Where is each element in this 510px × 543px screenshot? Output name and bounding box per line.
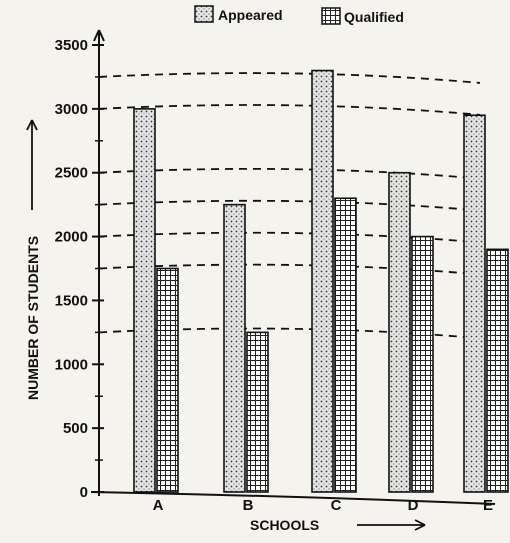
x-axis-title-arrow — [357, 519, 426, 531]
guide-line — [98, 199, 481, 212]
y-tick-label: 1000 — [55, 356, 88, 373]
bar-appeared-c — [311, 69, 334, 493]
bar-qualified-b — [246, 331, 269, 493]
x-category-labels: A B C D E — [153, 497, 493, 514]
y-tick-label: 500 — [63, 420, 88, 437]
bar-qualified-c — [334, 197, 357, 493]
y-axis-title-arrow — [26, 119, 38, 210]
x-category-label-d: D — [408, 497, 419, 514]
y-tick-label: 0 — [80, 484, 88, 501]
bar-appeared-a — [133, 108, 156, 493]
bars — [133, 69, 509, 493]
x-category-label-e: E — [483, 497, 493, 514]
bar-qualified-a — [156, 267, 179, 493]
bar-qualified-d — [411, 235, 434, 493]
guide-line — [98, 72, 481, 84]
bar-appeared-d — [388, 171, 411, 493]
x-category-label-c: C — [331, 497, 342, 514]
legend-swatch-appeared — [194, 5, 214, 23]
legend-label-appeared: Appeared — [218, 7, 283, 23]
x-axis-title: SCHOOLS — [250, 517, 319, 533]
guide-line — [98, 104, 481, 116]
y-ticks: 0 500 1000 1500 2000 2500 3000 3500 — [55, 37, 104, 501]
y-axis-arrow — [93, 29, 105, 42]
bar-appeared-b — [223, 203, 246, 493]
bar-qualified-e — [486, 248, 509, 493]
legend: Appeared Qualified — [194, 5, 404, 25]
y-tick-label: 3500 — [55, 37, 88, 54]
x-axis-line — [90, 491, 496, 505]
x-category-label-a: A — [153, 497, 164, 514]
legend-swatch-qualified — [321, 7, 341, 25]
guide-line — [98, 167, 481, 180]
bar-appeared-e — [463, 114, 486, 493]
y-tick-label: 3000 — [55, 101, 88, 118]
y-tick-label: 2500 — [55, 165, 88, 182]
y-axis-title: NUMBER OF STUDENTS — [25, 236, 41, 400]
legend-label-qualified: Qualified — [344, 9, 404, 25]
y-tick-label: 2000 — [55, 229, 88, 246]
x-category-label-b: B — [243, 497, 254, 514]
y-tick-label: 1500 — [55, 292, 88, 309]
